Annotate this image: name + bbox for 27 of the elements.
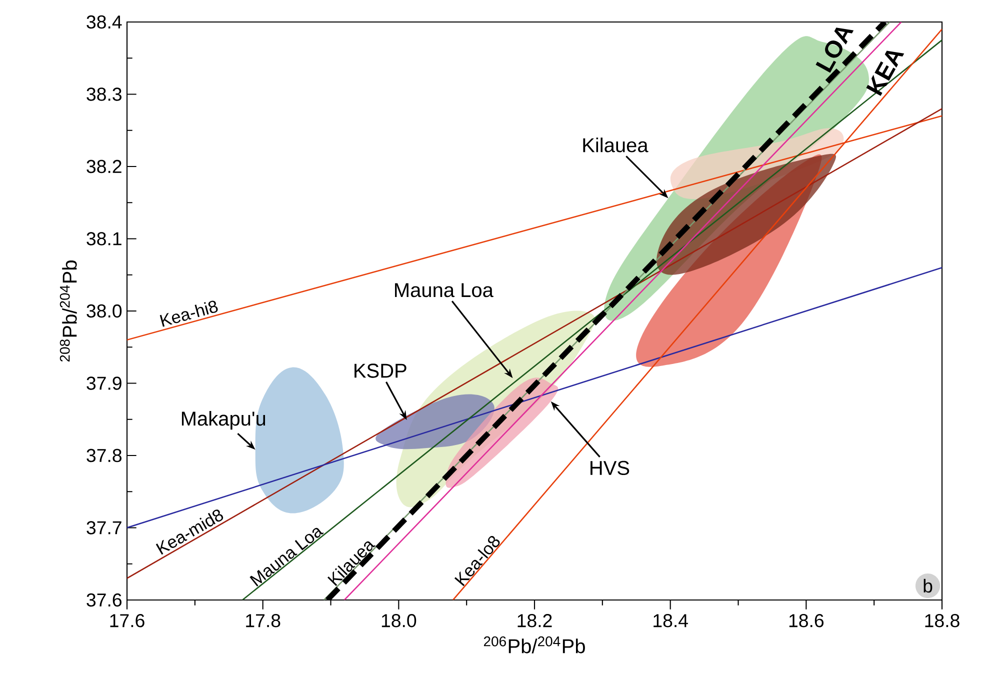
- x-tick-label: 17.8: [246, 614, 280, 628]
- annotation: KSDP: [354, 364, 406, 378]
- y-tick-label: 38.3: [86, 88, 122, 101]
- y-tick-label: 38.1: [86, 232, 122, 246]
- y-tick-label: 37.8: [86, 448, 122, 462]
- annotation: LOA: [816, 28, 854, 73]
- y-axis-title: $^{208}$Pb/$^{204}$Pb: [60, 260, 77, 362]
- y-tick-label: 38.0: [86, 304, 122, 318]
- y-tick-label: 37.9: [86, 376, 122, 390]
- x-tick-label: 18.8: [925, 614, 960, 628]
- y-tick-label: 37.6: [86, 593, 122, 607]
- x-axis-title: $^{206}$Pb/$^{204}$Pb: [484, 636, 585, 654]
- annotation: b: [924, 578, 932, 593]
- annotation: Kilauea: [583, 138, 648, 152]
- x-tick-label: 18.6: [789, 614, 824, 628]
- y-tick-label: 38.4: [86, 15, 122, 29]
- x-tick-label: 18.4: [654, 614, 688, 628]
- x-tick-label: 18.2: [518, 614, 552, 628]
- annotation: Mauna Loa: [395, 283, 494, 298]
- text: Kea-hi8: [160, 300, 218, 327]
- annotation: HVS: [590, 460, 630, 476]
- y-tick-label: 38.2: [86, 160, 122, 174]
- annotation: KEA: [866, 50, 904, 96]
- x-tick-label: 17.6: [110, 614, 144, 628]
- y-tick-label: 37.7: [86, 521, 122, 534]
- x-tick-label: 18.0: [382, 614, 416, 628]
- annotation: Makapu'u: [182, 411, 266, 430]
